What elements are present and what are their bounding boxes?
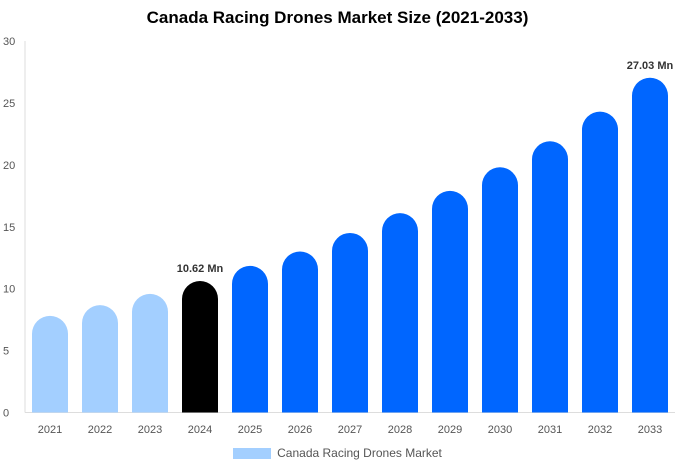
legend-swatch: [233, 447, 272, 459]
bar-2021[interactable]: [32, 315, 68, 413]
legend[interactable]: Canada Racing Drones Market: [0, 446, 675, 460]
x-tick-label: 2029: [438, 424, 462, 436]
x-tick-label: 2025: [238, 424, 262, 436]
x-tick-label: 2024: [188, 424, 212, 436]
y-tick-label: 10: [3, 284, 15, 296]
y-tick-label: 15: [3, 222, 15, 234]
legend-label: Canada Racing Drones Market: [277, 446, 442, 460]
bar-2022[interactable]: [82, 305, 118, 413]
bar-2033[interactable]: [632, 77, 668, 413]
x-tick-label: 2028: [388, 424, 412, 436]
data-label: 10.62 Mn: [177, 263, 224, 275]
x-tick-label: 2027: [338, 424, 362, 436]
x-tick-label: 2032: [588, 424, 612, 436]
bar-2025[interactable]: [232, 265, 268, 413]
data-label: 27.03 Mn: [627, 60, 674, 72]
x-tick-label: 2031: [538, 424, 562, 436]
bar-2030[interactable]: [482, 167, 518, 413]
bar-2029[interactable]: [432, 190, 468, 413]
y-tick-label: 0: [3, 408, 9, 420]
y-tick-label: 30: [3, 36, 15, 48]
y-tick-label: 25: [3, 98, 15, 110]
x-tick-label: 2022: [88, 424, 112, 436]
chart-title: Canada Racing Drones Market Size (2021-2…: [146, 8, 529, 27]
bar-2032[interactable]: [582, 111, 618, 413]
x-tick-label: 2021: [38, 424, 62, 436]
y-tick-label: 5: [3, 346, 9, 358]
x-tick-label: 2030: [488, 424, 512, 436]
x-tick-label: 2023: [138, 424, 162, 436]
bar-2026[interactable]: [282, 251, 318, 413]
bar-2023[interactable]: [132, 293, 168, 413]
x-tick-label: 2026: [288, 424, 312, 436]
bar-2028[interactable]: [382, 213, 418, 413]
x-tick-label: 2033: [638, 424, 662, 436]
bar-2024[interactable]: [182, 280, 218, 413]
bar-2031[interactable]: [532, 141, 568, 413]
y-tick-label: 20: [3, 160, 15, 172]
bar-2027[interactable]: [332, 232, 368, 413]
